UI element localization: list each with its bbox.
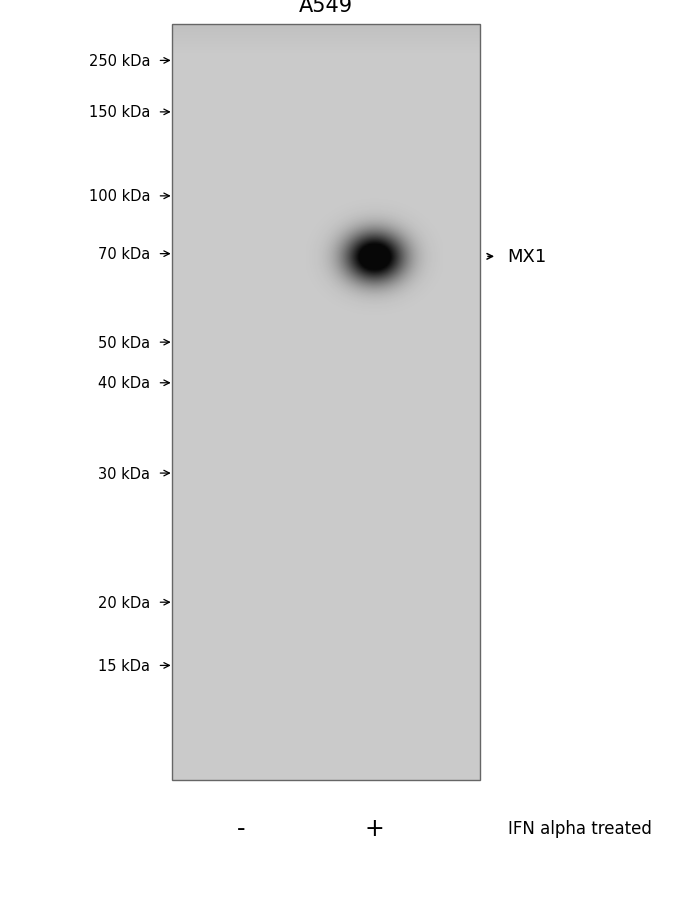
Bar — [172, 25, 480, 780]
Text: 15 kDa: 15 kDa — [99, 658, 150, 673]
Text: 40 kDa: 40 kDa — [99, 376, 150, 391]
Text: 20 kDa: 20 kDa — [98, 595, 150, 610]
Text: 150 kDa: 150 kDa — [89, 106, 150, 120]
Text: +: + — [365, 816, 384, 840]
Text: 30 kDa: 30 kDa — [99, 466, 150, 481]
Text: IFN alpha treated: IFN alpha treated — [508, 819, 652, 837]
Text: WWW.PTGABC.COM: WWW.PTGABC.COM — [308, 289, 336, 595]
Text: 50 kDa: 50 kDa — [99, 336, 150, 350]
Text: MX1: MX1 — [508, 248, 547, 266]
Text: -: - — [237, 816, 246, 840]
Text: 100 kDa: 100 kDa — [89, 189, 150, 204]
Text: 250 kDa: 250 kDa — [89, 54, 150, 69]
Text: 70 kDa: 70 kDa — [98, 247, 150, 262]
Text: A549: A549 — [298, 0, 353, 16]
